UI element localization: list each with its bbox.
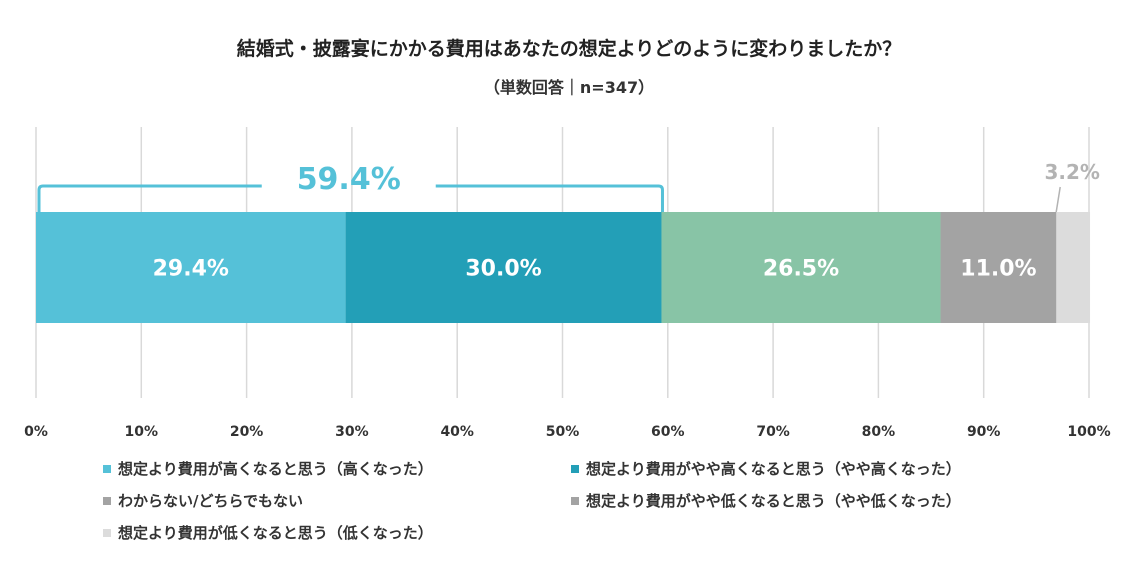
data-label-leader bbox=[1055, 186, 1061, 213]
data-label: 3.2% bbox=[1044, 160, 1099, 184]
bracket-left bbox=[37, 184, 262, 212]
bar-segment bbox=[1056, 212, 1091, 323]
data-label: 30.0% bbox=[465, 257, 541, 282]
bar-segment bbox=[345, 212, 662, 323]
data-label: 26.5% bbox=[763, 257, 839, 282]
x-tick-label: 10% bbox=[125, 424, 159, 440]
x-tick-label: 90% bbox=[967, 424, 1001, 440]
chart-subtitle: （単数回答｜n=347） bbox=[483, 78, 655, 97]
x-tick-label: 20% bbox=[230, 424, 264, 440]
chart-title: 結婚式・披露宴にかかる費用はあなたの想定よりどのように変わりましたか？ bbox=[236, 38, 902, 60]
x-tick-label: 100% bbox=[1067, 424, 1110, 440]
data-label: 11.0% bbox=[960, 257, 1036, 282]
x-tick-label: 70% bbox=[756, 424, 790, 440]
x-tick-label: 0% bbox=[24, 424, 48, 440]
data-label: 29.4% bbox=[153, 257, 229, 282]
bar-segment bbox=[36, 212, 346, 323]
x-tick-label: 30% bbox=[335, 424, 369, 440]
x-tick-label: 60% bbox=[651, 424, 685, 440]
bar-segment bbox=[661, 212, 941, 323]
bracket-label: 59.4% bbox=[297, 162, 401, 197]
x-tick-label: 80% bbox=[862, 424, 896, 440]
x-tick-label: 50% bbox=[546, 424, 580, 440]
bar-segment bbox=[940, 212, 1057, 323]
x-tick-label: 40% bbox=[440, 424, 474, 440]
bracket-right bbox=[435, 184, 664, 212]
